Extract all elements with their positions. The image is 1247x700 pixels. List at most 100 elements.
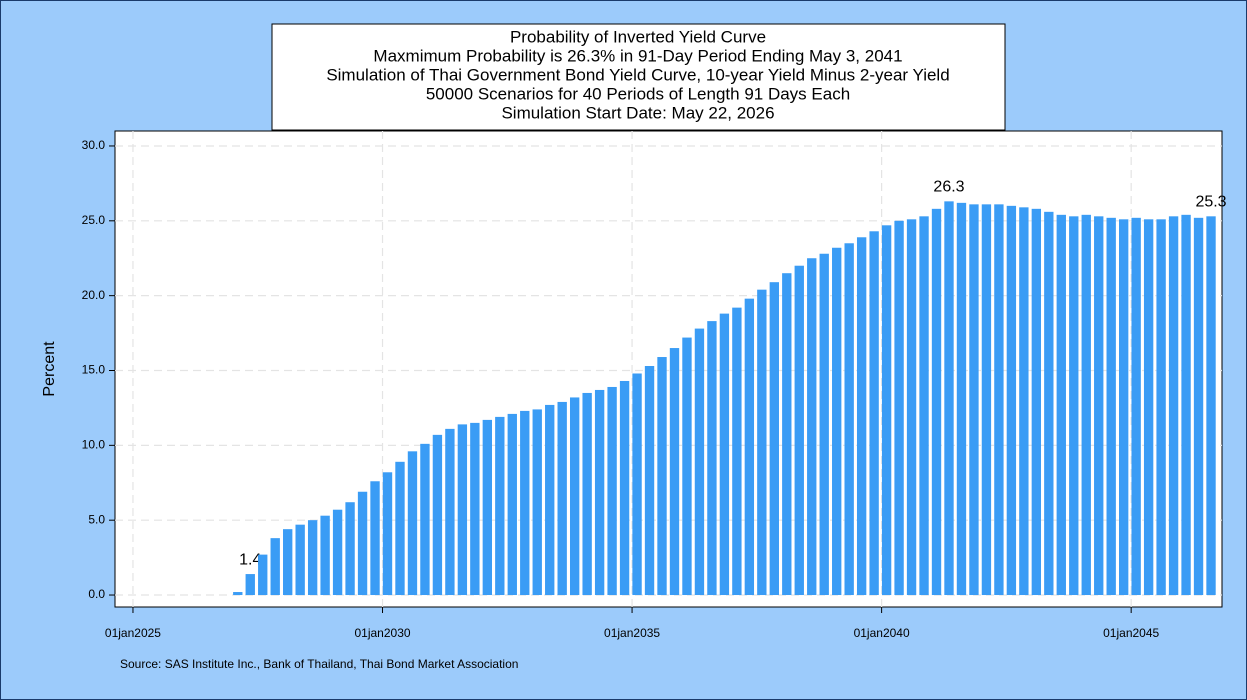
bar — [307, 520, 318, 596]
bar — [807, 258, 817, 596]
bar — [332, 509, 343, 596]
bar — [1168, 216, 1179, 596]
bar — [919, 216, 929, 596]
bar — [657, 357, 667, 596]
bar — [557, 401, 567, 596]
x-tick-label: 01jan2025 — [105, 626, 161, 640]
y-tick-label: 20.0 — [82, 288, 106, 302]
x-tick-label: 01jan2030 — [354, 626, 410, 640]
bar — [956, 202, 967, 596]
bar — [632, 373, 642, 596]
bar — [832, 247, 842, 596]
bar — [757, 289, 767, 596]
bar — [1118, 219, 1129, 596]
bar — [856, 237, 867, 596]
chart-title: Maxmimum Probability is 26.3% in 91-Day … — [373, 46, 902, 65]
bar — [395, 461, 405, 596]
data-label: 25.3 — [1195, 194, 1226, 211]
bar — [994, 204, 1004, 596]
x-tick-label: 01jan2035 — [604, 626, 660, 640]
bar — [320, 515, 330, 596]
y-tick-label: 25.0 — [82, 213, 106, 227]
bar — [944, 201, 954, 596]
bar — [1143, 219, 1154, 596]
bar — [732, 307, 742, 596]
bar — [1031, 208, 1042, 596]
bar — [1206, 216, 1216, 596]
bar — [545, 404, 555, 596]
chart-title: Simulation Start Date: May 22, 2026 — [501, 103, 774, 122]
bar — [1106, 217, 1116, 596]
bar — [769, 282, 779, 596]
bar — [407, 451, 418, 596]
bar — [432, 434, 443, 596]
bar — [233, 592, 243, 596]
bar — [470, 422, 480, 596]
bar — [1056, 214, 1066, 596]
bar — [532, 409, 542, 596]
y-tick-label: 5.0 — [88, 512, 105, 526]
bar — [1094, 216, 1104, 596]
bar — [682, 337, 692, 596]
bar — [819, 253, 829, 596]
data-label: 1.4 — [239, 551, 261, 568]
bar — [482, 419, 493, 596]
bar — [569, 397, 580, 596]
bar — [382, 472, 393, 596]
bar — [457, 424, 468, 596]
bar — [1131, 217, 1141, 596]
y-tick-label: 15.0 — [82, 363, 106, 377]
bar — [931, 208, 942, 596]
bar — [894, 220, 904, 596]
bar — [619, 380, 630, 596]
bar — [1156, 219, 1166, 596]
y-tick-label: 10.0 — [82, 438, 106, 452]
bar — [782, 273, 792, 596]
bar — [1019, 207, 1029, 596]
bar — [794, 265, 804, 596]
bar — [969, 204, 979, 596]
bar — [245, 574, 255, 596]
bar — [420, 443, 430, 596]
bar — [594, 389, 605, 596]
bar — [719, 313, 730, 596]
y-tick-label: 30.0 — [82, 138, 106, 152]
bar — [1044, 211, 1054, 596]
bar — [283, 529, 293, 596]
bar — [520, 410, 530, 596]
bar — [869, 231, 879, 596]
bar — [370, 481, 380, 596]
x-tick-label: 01jan2040 — [854, 626, 910, 640]
bar — [694, 328, 705, 596]
bar — [445, 428, 455, 596]
bar — [906, 219, 917, 596]
bar — [607, 386, 617, 596]
bar — [1069, 216, 1079, 596]
bar — [744, 298, 755, 596]
bar — [844, 243, 854, 596]
bar — [644, 366, 655, 596]
bar — [507, 413, 517, 596]
bar — [357, 491, 368, 596]
chart-title: Simulation of Thai Government Bond Yield… — [326, 65, 949, 84]
bar — [495, 416, 505, 596]
bar — [881, 225, 892, 596]
bar — [707, 321, 717, 596]
bar — [669, 348, 680, 596]
bar — [582, 392, 592, 596]
source-note: Source: SAS Institute Inc., Bank of Thai… — [120, 657, 518, 671]
x-tick-label: 01jan2045 — [1103, 626, 1159, 640]
bar — [258, 554, 268, 596]
bar — [345, 502, 355, 596]
bar — [1193, 217, 1204, 596]
bar — [295, 524, 305, 596]
chart-title: Probability of Inverted Yield Curve — [510, 27, 766, 46]
bar — [270, 538, 280, 596]
y-tick-label: 0.0 — [88, 587, 105, 601]
bar — [981, 204, 992, 596]
bar — [1006, 205, 1017, 596]
title-box — [271, 23, 1006, 131]
data-label: 26.3 — [933, 179, 964, 196]
chart-title: 50000 Scenarios for 40 Periods of Length… — [426, 84, 850, 103]
y-axis-label: Percent — [41, 341, 58, 397]
